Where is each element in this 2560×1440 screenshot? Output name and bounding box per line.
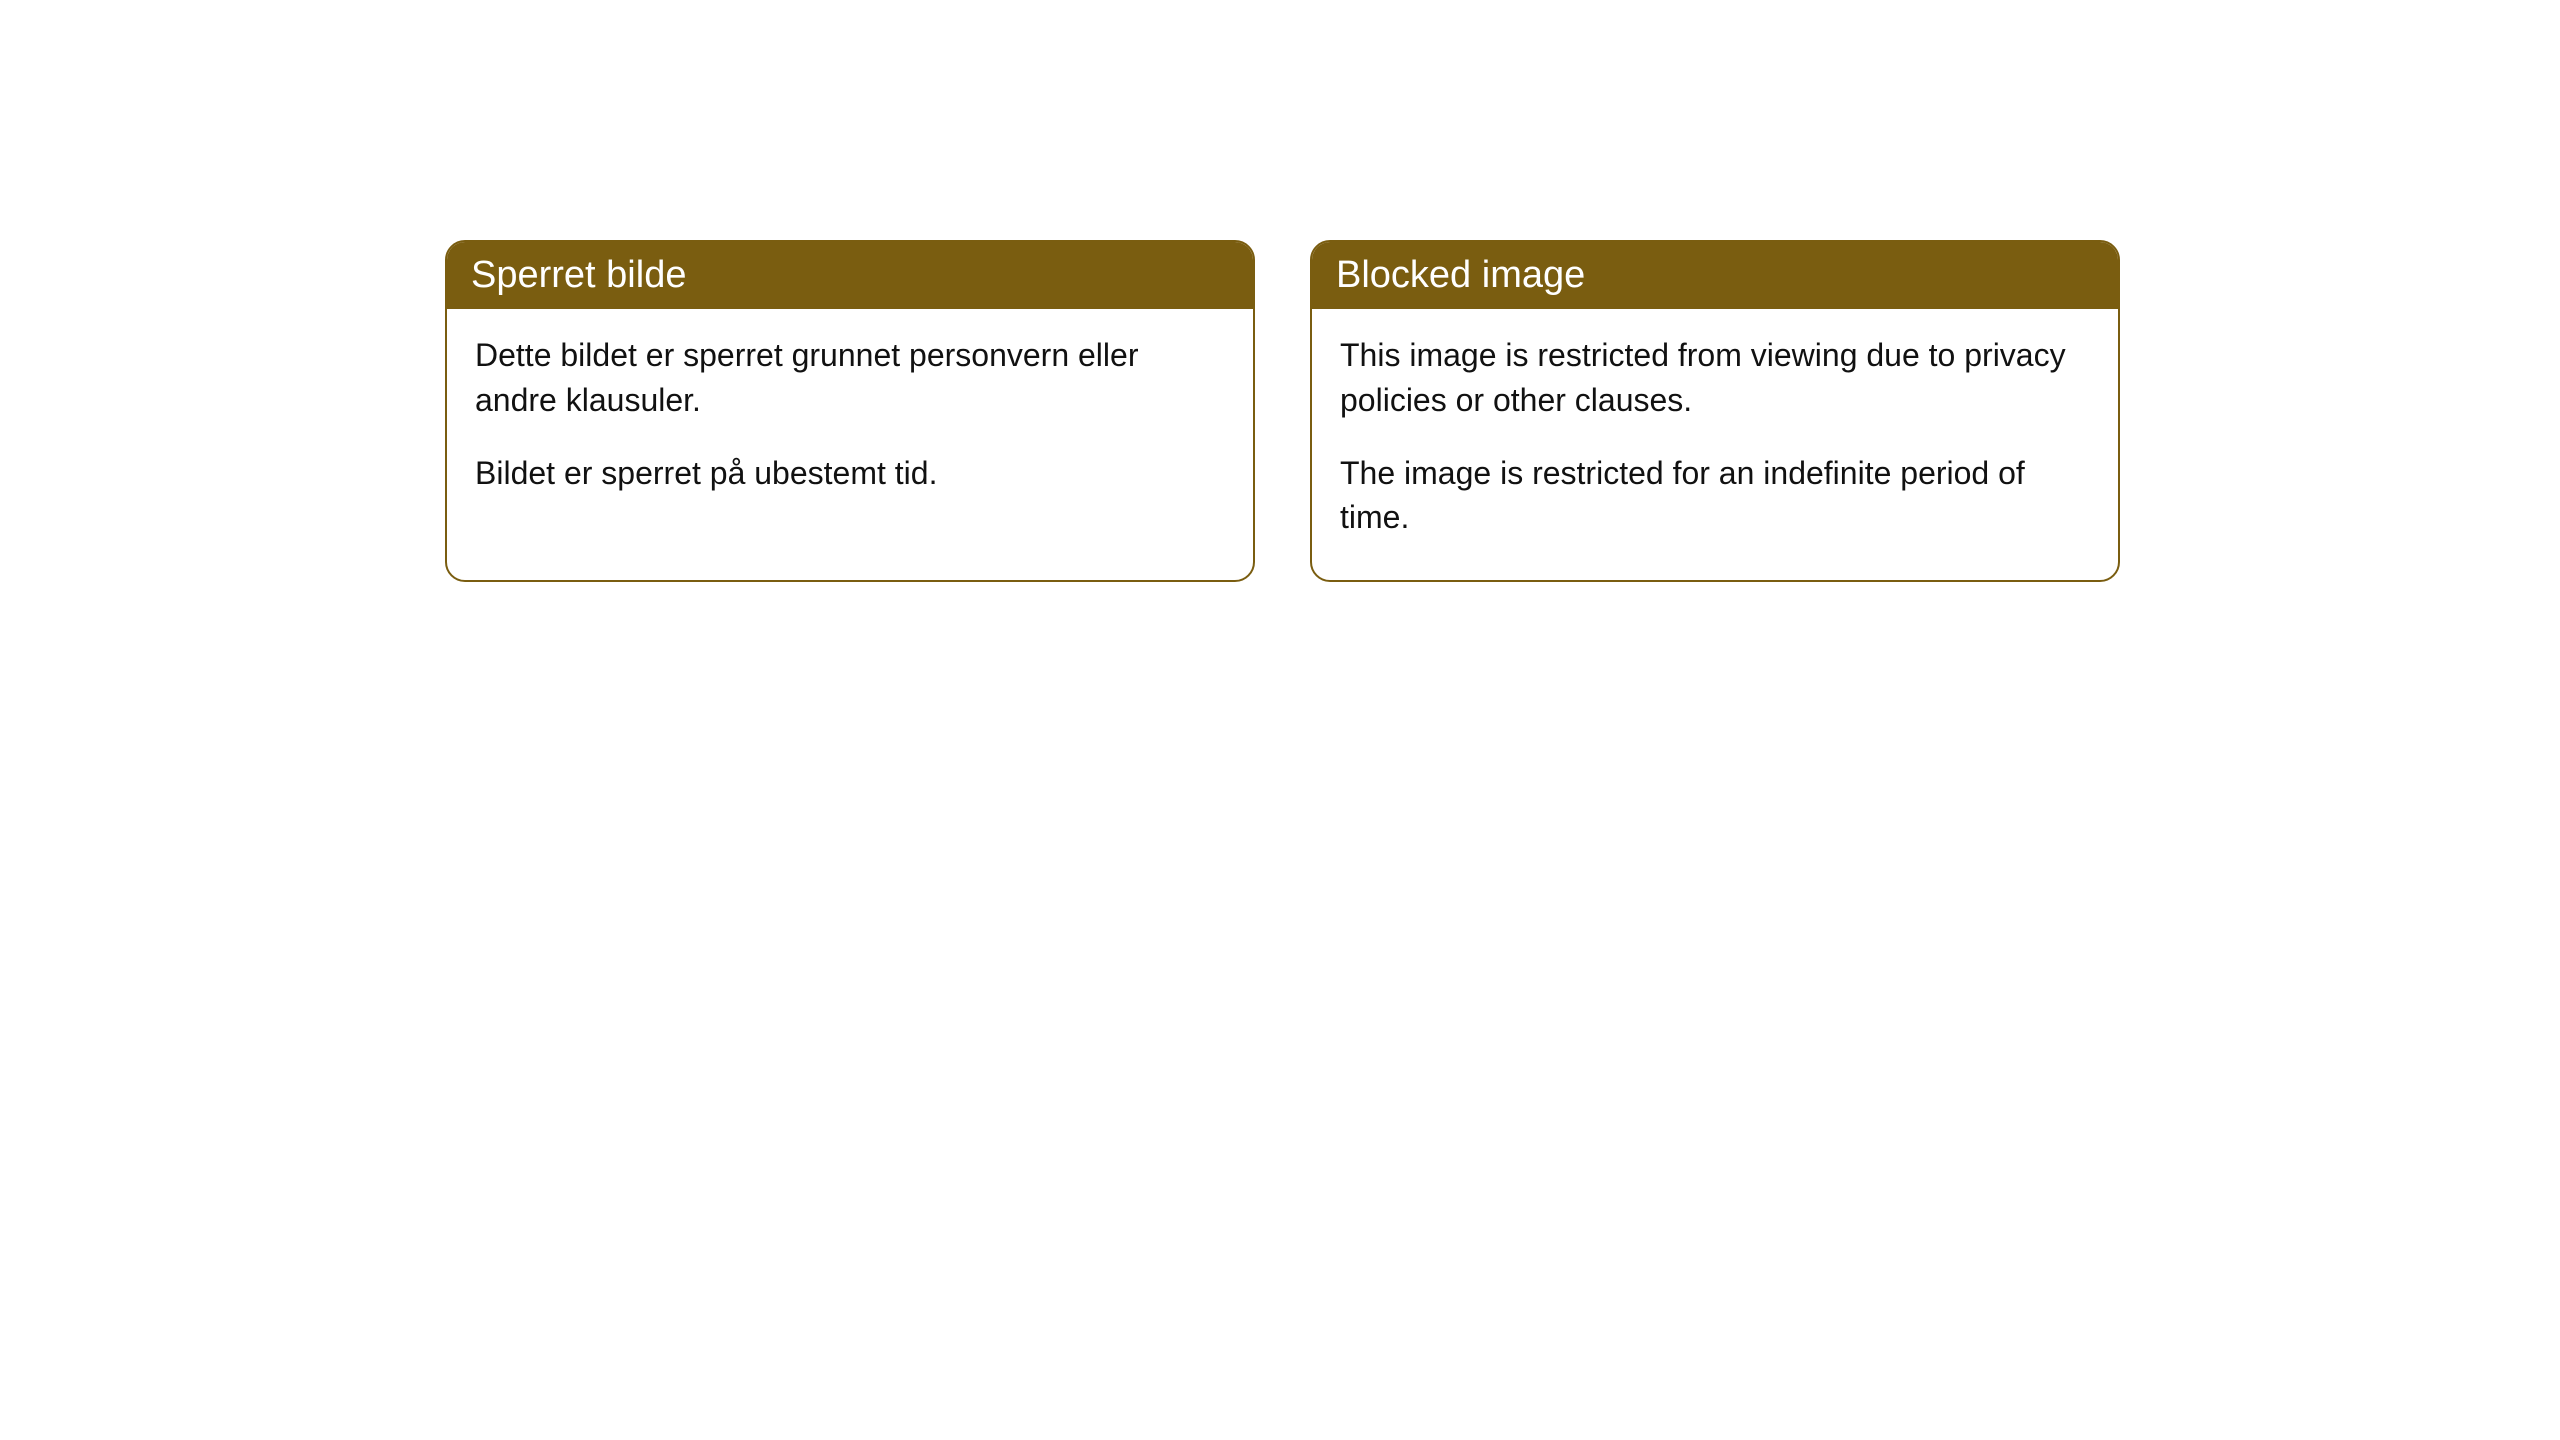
card-paragraph-2: The image is restricted for an indefinit… <box>1340 451 2090 541</box>
card-body: Dette bildet er sperret grunnet personve… <box>447 309 1253 535</box>
notice-card-english: Blocked image This image is restricted f… <box>1310 240 2120 582</box>
card-paragraph-1: Dette bildet er sperret grunnet personve… <box>475 333 1225 423</box>
card-paragraph-1: This image is restricted from viewing du… <box>1340 333 2090 423</box>
card-header: Sperret bilde <box>447 242 1253 309</box>
card-paragraph-2: Bildet er sperret på ubestemt tid. <box>475 451 1225 496</box>
notice-cards-container: Sperret bilde Dette bildet er sperret gr… <box>0 0 2560 582</box>
notice-card-norwegian: Sperret bilde Dette bildet er sperret gr… <box>445 240 1255 582</box>
card-header: Blocked image <box>1312 242 2118 309</box>
card-body: This image is restricted from viewing du… <box>1312 309 2118 580</box>
